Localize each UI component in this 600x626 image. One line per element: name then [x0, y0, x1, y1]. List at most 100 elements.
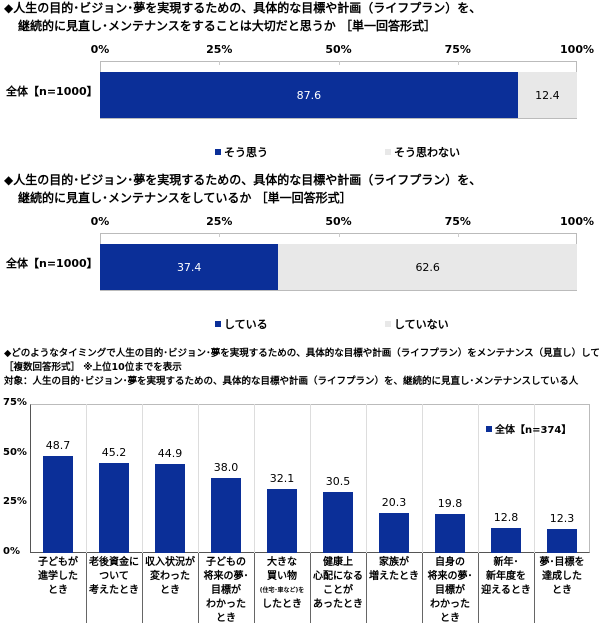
category-label-line: 健康上 [323, 557, 353, 568]
category-label-line: とき [440, 613, 460, 624]
chart-title-line: 継続的に見直し･メンテナンスをしているか ［単一回答形式］ [18, 191, 352, 205]
chart-title-line: ◆どのようなタイミングで人生の目的･ビジョン･夢を実現するための、具体的な目標や… [4, 348, 600, 359]
category-label-line: ついて [99, 571, 129, 582]
legend-swatch [215, 149, 221, 155]
x-tick-label: 0% [90, 43, 110, 56]
bar [211, 477, 241, 553]
legend-label: していない [394, 318, 449, 331]
x-tick-label: 75% [444, 43, 471, 56]
data-label: 12.8 [493, 510, 519, 524]
chart-title-line: ◆人生の目的･ビジョン･夢を実現するための、具体的な目標や計画（ライフプラン）を… [4, 173, 482, 187]
bar-segment: 37.4 [100, 244, 279, 290]
legend-swatch [486, 425, 492, 432]
data-label: 20.3 [381, 495, 407, 509]
legend-label: そう思わない [394, 146, 460, 159]
category-label-line: 目標が [435, 585, 465, 596]
category-label-line: 家族が [379, 557, 409, 568]
bar [547, 528, 577, 553]
category-label-line: とき [48, 585, 68, 596]
category-label-line: 進学した [38, 571, 78, 582]
legend-swatch [385, 321, 391, 327]
bar-segment: 87.6 [100, 72, 518, 118]
category-divider [366, 553, 367, 623]
bar [491, 527, 521, 553]
gridline [219, 61, 221, 65]
bar-segment: 62.6 [278, 244, 577, 290]
category-label-line: 変わった [150, 571, 190, 582]
bar [379, 512, 409, 553]
data-label: 45.2 [101, 446, 127, 460]
category-label: 全体【n=1000】 [6, 85, 98, 98]
category-label: 夢･目標を 達成した とき [534, 556, 590, 598]
category-divider [534, 553, 535, 623]
category-divider [198, 553, 199, 623]
gridline [338, 61, 340, 65]
legend-label: そう思う [224, 146, 268, 159]
category-label-line: 新年･ [493, 557, 519, 568]
category-label: 老後資金に ついて 考えたとき [86, 556, 142, 598]
x-tick-label: 50% [325, 215, 352, 228]
data-label: 32.1 [269, 472, 295, 486]
category-label: 家族が 増えたとき [366, 556, 422, 584]
gridline [198, 404, 199, 553]
category-label-line: 自身の [435, 557, 465, 568]
x-tick-label: 25% [206, 215, 233, 228]
y-tick-label: 75% [3, 397, 27, 408]
category-divider [310, 553, 311, 623]
legend-label: 全体【n=374】 [495, 425, 572, 436]
data-label: 38.0 [213, 460, 239, 474]
category-label-line: わかった [206, 599, 246, 610]
gridline [457, 233, 459, 237]
gridline [142, 404, 143, 553]
category-label-line: したとき [262, 599, 302, 610]
chart-title-line: 継続的に見直し･メンテナンスをすることは大切だと思うか ［単一回答形式］ [18, 19, 436, 33]
gridline [338, 233, 340, 237]
x-tick-label: 100% [560, 43, 594, 56]
category-label-line: 新年度を [486, 571, 526, 582]
category-label-line: 迎えるとき [481, 585, 531, 596]
bar-segment: 12.4 [517, 72, 577, 118]
legend-label: している [224, 318, 268, 331]
bar [435, 513, 465, 553]
category-label: 子どもの 将来の夢･ 目標が わかった とき [198, 556, 254, 626]
category-divider [478, 553, 479, 623]
category-label-line: 老後資金に [89, 557, 139, 568]
category-label-line: わかった [430, 599, 470, 610]
y-tick-label: 50% [3, 446, 27, 458]
category-label-line: とき [552, 585, 572, 596]
legend-item: そう思う [215, 144, 268, 160]
category-label-line: ことが [323, 585, 353, 596]
category-label-line: 将来の夢･ [203, 571, 249, 582]
gridline [86, 404, 87, 553]
category-label: 子どもが 進学した とき [30, 556, 86, 598]
gridline [366, 404, 367, 553]
category-label: 全体【n=1000】 [6, 257, 98, 270]
x-tick-label: 25% [206, 43, 233, 56]
data-label: 48.7 [45, 439, 71, 453]
category-label: 大きな買い物 (住宅･車など)をしたとき [254, 556, 310, 612]
category-divider [254, 553, 255, 623]
data-label: 44.9 [157, 446, 183, 460]
category-label-line: (住宅･車など)を [259, 587, 305, 594]
gridline [254, 404, 255, 553]
chart-title-line: ◆人生の目的･ビジョン･夢を実現するための、具体的な目標や計画（ライフプラン）を… [4, 1, 482, 15]
category-label: 健康上心配になることがあったとき [310, 556, 366, 612]
gridline [310, 404, 311, 553]
x-tick-label: 50% [325, 43, 352, 56]
category-label-line: 大きな [267, 557, 297, 568]
category-label-line: とき [160, 585, 180, 596]
data-label: 12.3 [549, 511, 575, 525]
gridline [534, 404, 535, 553]
category-label-line: 心配になる [313, 571, 363, 582]
gridline [219, 233, 221, 237]
gridline [478, 404, 479, 553]
category-label-line: あったとき [313, 599, 363, 610]
y-tick-label: 25% [3, 496, 27, 508]
category-label-line: 達成した [542, 571, 582, 582]
data-label: 30.5 [325, 475, 351, 489]
category-label-line: 収入状況が [145, 557, 195, 568]
legend-item: している [215, 316, 268, 332]
category-label-line: 買い物 [267, 571, 297, 582]
bar [267, 489, 297, 553]
gridline [457, 61, 459, 65]
